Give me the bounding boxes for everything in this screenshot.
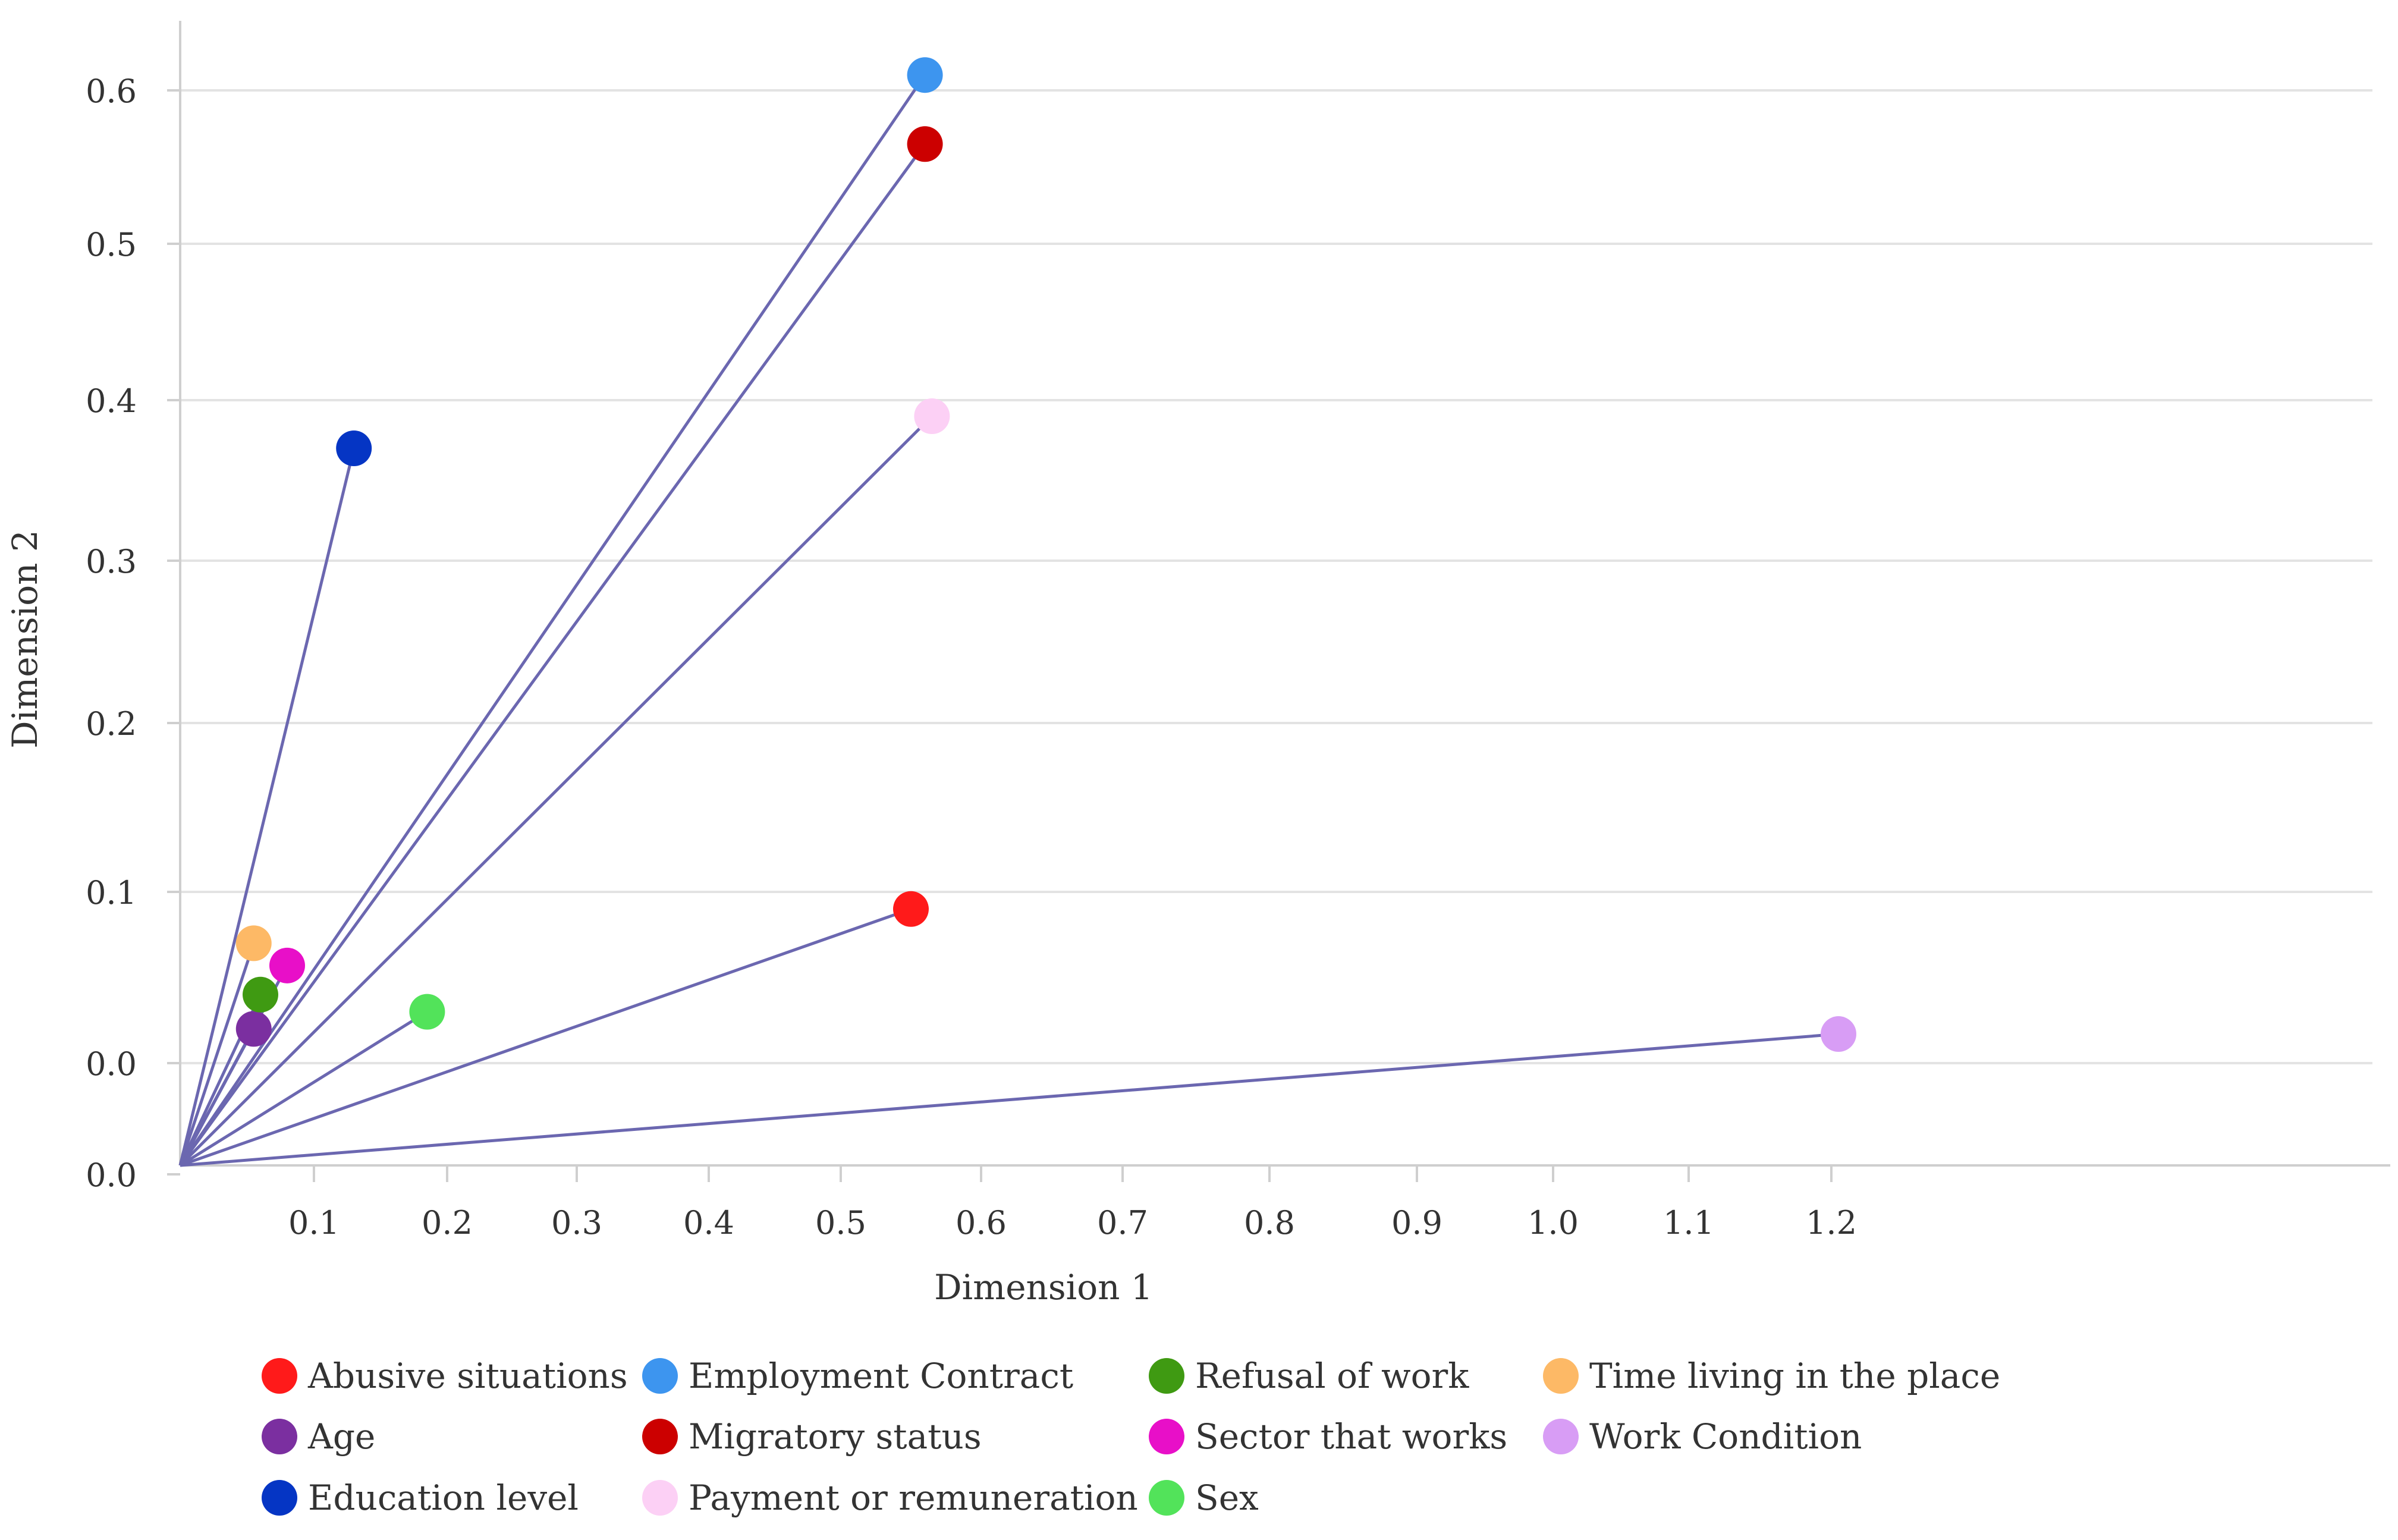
x-tick-label: 0.6 <box>956 1204 1007 1242</box>
x-tick-label: 0.5 <box>815 1204 866 1242</box>
legend-label: Education level <box>308 1478 579 1518</box>
vector-line <box>178 143 926 1167</box>
y-tick-label: 0.0 <box>86 1156 137 1194</box>
x-tick-label: 0.3 <box>551 1204 602 1242</box>
vector-line <box>178 74 926 1167</box>
legend-label: Sex <box>1195 1478 1259 1518</box>
data-point <box>893 891 929 927</box>
legend-item: Sector that works <box>1149 1416 1507 1457</box>
data-point <box>914 398 950 434</box>
legend-item: Work Condition <box>1543 1416 1862 1457</box>
data-point <box>907 57 943 93</box>
legend-label: Employment Contract <box>689 1356 1074 1396</box>
y-tick-label: 0.3 <box>86 543 137 580</box>
y-tick-label: 0.6 <box>86 73 137 110</box>
legend-dot <box>1149 1358 1184 1394</box>
x-tick-label: 0.8 <box>1244 1204 1295 1242</box>
data-point <box>235 1011 272 1047</box>
vector-line <box>179 1010 428 1167</box>
x-tick-label: 0.4 <box>683 1204 734 1242</box>
x-axis-title: Dimension 1 <box>934 1267 1153 1308</box>
y-tick-label: 0.4 <box>86 382 137 420</box>
data-point <box>269 947 305 983</box>
data-point <box>235 925 272 961</box>
legend-label: Payment or remuneration <box>689 1478 1138 1518</box>
y-tick-label: 0.5 <box>86 226 137 263</box>
x-tick-label: 0.2 <box>422 1204 473 1242</box>
legend-item: Age <box>262 1416 375 1457</box>
legend-item: Sex <box>1149 1478 1259 1518</box>
y-axis-title: Dimension 2 <box>5 530 45 749</box>
data-point <box>409 994 445 1030</box>
legend-item: Abusive situations <box>262 1356 628 1396</box>
legend-item: Payment or remuneration <box>642 1478 1138 1518</box>
y-tick-label: 0.2 <box>86 705 137 743</box>
vector-line <box>178 448 356 1166</box>
legend-item: Education level <box>262 1478 579 1518</box>
legend-label: Refusal of work <box>1195 1356 1469 1396</box>
legend-item: Migratory status <box>642 1416 982 1457</box>
vector-line <box>180 907 912 1167</box>
x-tick-label: 1.0 <box>1528 1204 1579 1242</box>
legend-dot <box>642 1480 678 1516</box>
data-point <box>1821 1016 1856 1052</box>
vector-line <box>180 1032 1839 1167</box>
legend-label: Time living in the place <box>1589 1356 2001 1396</box>
x-tick-label: 0.7 <box>1097 1204 1148 1242</box>
x-tick-label: 0.9 <box>1391 1204 1442 1242</box>
legend-label: Age <box>308 1416 376 1457</box>
legend-dot <box>1543 1358 1579 1394</box>
data-point <box>243 976 278 1013</box>
y-tick-label: 0.1 <box>86 874 137 912</box>
legend-label: Work Condition <box>1589 1416 1862 1457</box>
x-tick-label: 1.1 <box>1663 1204 1714 1242</box>
vector-line <box>178 942 256 1166</box>
legend-item: Refusal of work <box>1149 1356 1469 1396</box>
legend-item: Time living in the place <box>1543 1356 2000 1396</box>
legend-dot <box>262 1419 297 1454</box>
legend-dot <box>262 1480 297 1516</box>
legend-dot <box>1149 1480 1184 1516</box>
legend-dot <box>642 1358 678 1394</box>
legend-dot <box>1543 1419 1579 1454</box>
x-tick-label: 0.1 <box>288 1204 340 1242</box>
legend-item: Employment Contract <box>642 1356 1073 1396</box>
x-tick-label: 1.2 <box>1806 1204 1857 1242</box>
data-point <box>907 126 943 162</box>
legend-label: Migratory status <box>689 1416 982 1457</box>
legend-dot <box>262 1358 297 1394</box>
legend-label: Abusive situations <box>308 1356 628 1396</box>
y-tick-label: 0.0 <box>86 1045 137 1083</box>
legend-dot <box>1149 1419 1184 1454</box>
chart-legend: Abusive situations Age Education level Empl… <box>262 1341 2045 1537</box>
vector-line <box>179 415 934 1167</box>
legend-label: Sector that works <box>1195 1416 1508 1457</box>
legend-dot <box>642 1419 678 1454</box>
data-point <box>336 430 372 466</box>
